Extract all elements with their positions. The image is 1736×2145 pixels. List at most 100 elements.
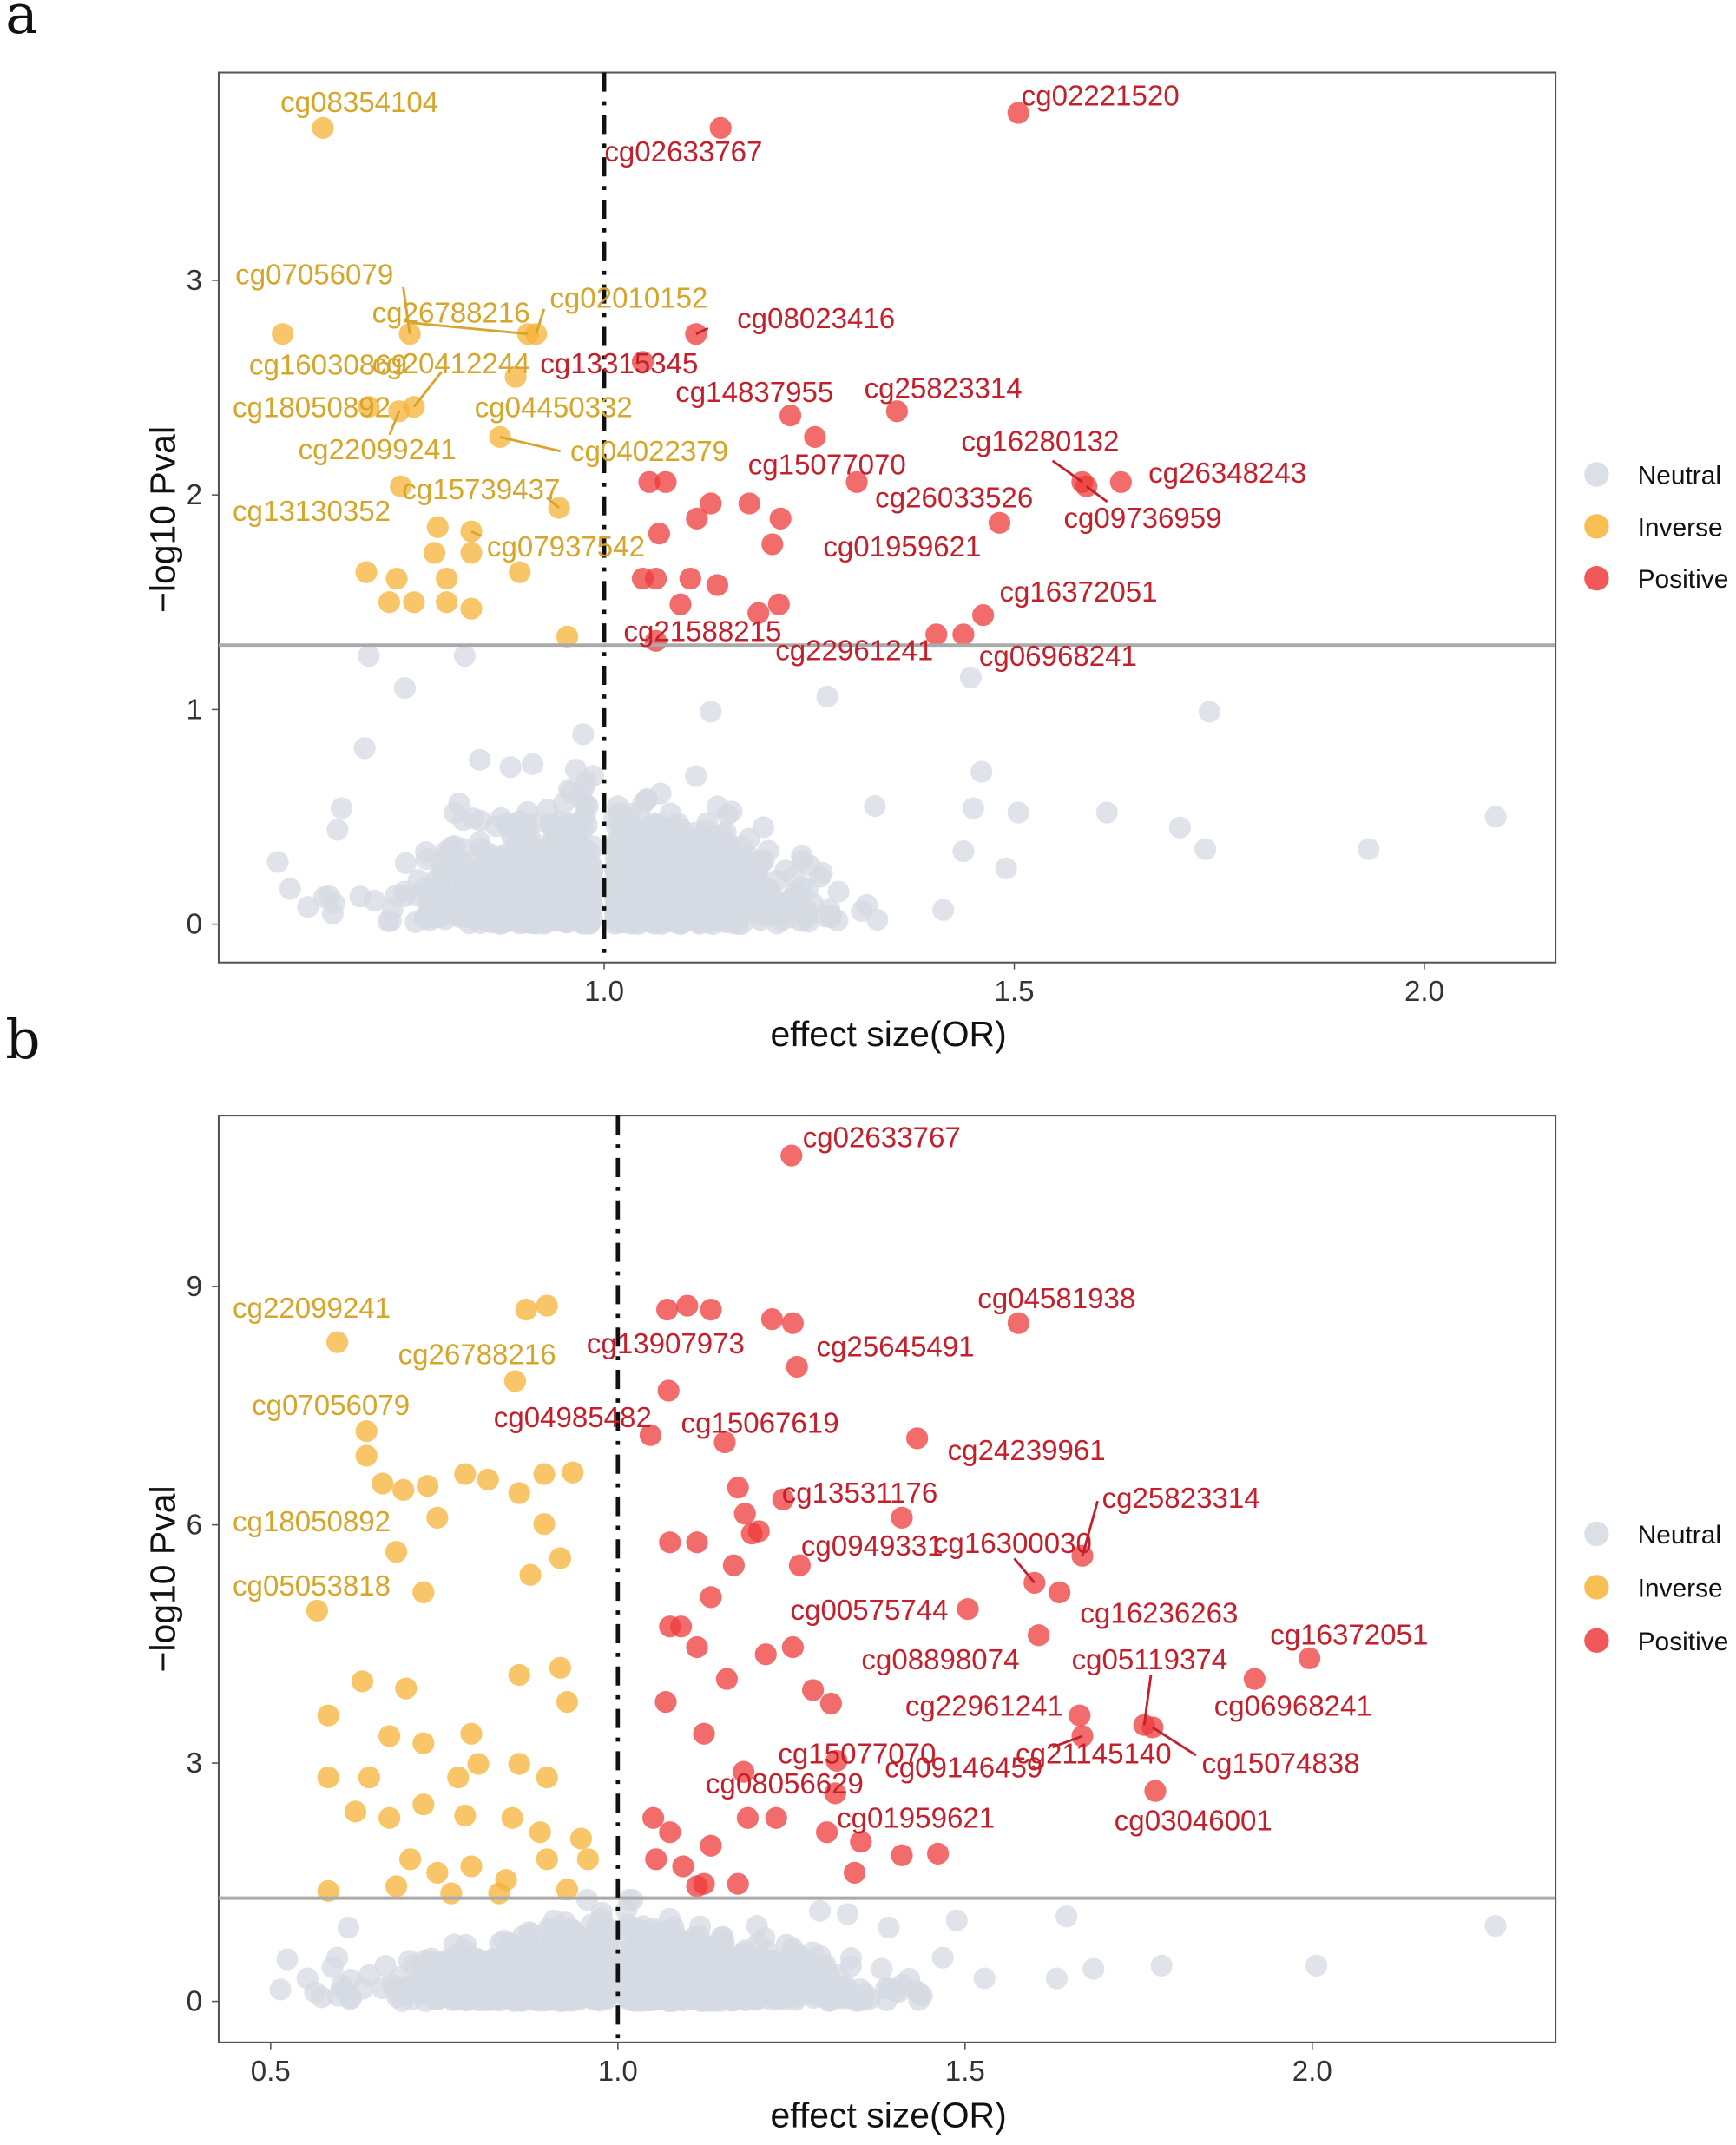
inverse-point (562, 1461, 584, 1484)
neutral-point (774, 859, 797, 882)
point-label: cg18050892 (233, 1506, 391, 1538)
neutral-point (686, 859, 708, 882)
inverse-point (358, 1766, 381, 1789)
point-label: cg25823314 (865, 372, 1023, 405)
point-label: cg22099241 (233, 1293, 391, 1325)
neutral-point (879, 1977, 902, 2000)
positive-point (686, 1531, 708, 1554)
inverse-point (378, 1806, 401, 1829)
positive-point (645, 1848, 667, 1871)
x-tick-label: 1.0 (584, 976, 624, 1008)
point-label: cg06968241 (1214, 1690, 1372, 1722)
positive-point (700, 1586, 722, 1609)
x-tick-label: 2.0 (1292, 2056, 1332, 2088)
point-label: cg22961241 (775, 635, 933, 668)
label-leader-line (412, 371, 443, 408)
point-label: cg26788216 (372, 298, 530, 330)
positive-point (850, 1831, 872, 1853)
point-label: cg09146459 (884, 1752, 1042, 1784)
neutral-point (494, 1961, 516, 1984)
inverse-point (477, 1468, 499, 1491)
neutral-point (505, 837, 528, 859)
inverse-point (412, 1793, 435, 1816)
neutral-point (740, 853, 763, 876)
inverse-point (536, 1766, 558, 1789)
inverse-point (549, 1547, 572, 1569)
labeled-point (1069, 1704, 1091, 1727)
positive-point (767, 593, 790, 615)
inverse-point (556, 1878, 579, 1901)
neutral-point (680, 1971, 703, 1993)
positive-point (781, 1635, 805, 1659)
positive-point (676, 1294, 699, 1317)
neutral-point (522, 753, 544, 775)
neutral-point (878, 1916, 900, 1939)
labeled-point (804, 425, 826, 448)
labeled-point (639, 1424, 662, 1446)
point-label: cg15067619 (681, 1407, 839, 1439)
neutral-point (741, 1951, 764, 1973)
positive-point (706, 574, 729, 596)
inverse-point (460, 1722, 483, 1745)
inverse-point (576, 1848, 600, 1871)
neutral-point (654, 1982, 676, 2004)
label-leader-line (1052, 1734, 1083, 1748)
labeled-point (952, 623, 975, 646)
neutral-point (470, 837, 492, 860)
point-label: cg09736959 (1064, 503, 1222, 535)
neutral-point (718, 896, 740, 918)
positive-point (659, 1821, 681, 1844)
point-label: cg21145140 (1016, 1739, 1172, 1771)
inverse-point (385, 567, 408, 590)
point-label: cg08023416 (737, 303, 895, 335)
inverse-point (426, 1861, 449, 1884)
inverse-point (509, 561, 531, 583)
neutral-point (564, 852, 587, 876)
positive-point (693, 1722, 715, 1745)
labeled-point (272, 323, 294, 345)
neutral-point (835, 1978, 858, 2001)
point-label: cg22961241 (905, 1690, 1063, 1722)
neutral-point (394, 852, 418, 874)
neutral-point (959, 666, 983, 688)
neutral-point (827, 880, 850, 903)
labeled-point (385, 1541, 408, 1563)
point-label: cg16372051 (1000, 576, 1158, 609)
neutral-point (1150, 1954, 1173, 1977)
inverse-point (529, 1821, 551, 1844)
label-leader-line (1013, 1557, 1036, 1584)
neutral-point (415, 848, 438, 871)
labeled-point (312, 116, 334, 139)
positive-point (747, 602, 770, 624)
point-label: cg01959621 (823, 531, 981, 563)
neutral-point (326, 1946, 349, 1969)
neutral-point (839, 1947, 863, 1970)
neutral-point (1358, 838, 1380, 860)
inverse-point (317, 1704, 339, 1727)
positive-point (761, 533, 784, 556)
point-label: cg08354104 (280, 87, 438, 119)
labeled-point (1109, 470, 1132, 493)
labeled-point (957, 1597, 979, 1621)
point-label: cg07056079 (252, 1390, 410, 1422)
positive-point (788, 1554, 812, 1576)
neutral-point (945, 1909, 968, 1931)
inverse-point (378, 591, 401, 614)
y-tick-label: 6 (187, 1510, 202, 1542)
neutral-point (453, 644, 477, 668)
y-axis-title-b: −log10 Pval (143, 1485, 183, 1672)
neutral-point (331, 1974, 353, 1997)
inverse-point (467, 1753, 490, 1775)
labeled-point (358, 396, 380, 418)
panel-letter-a: a (5, 0, 38, 46)
inverse-point (508, 1663, 530, 1687)
neutral-point (973, 1967, 996, 1990)
y-tick-label: 1 (187, 694, 202, 726)
labeled-point (1243, 1668, 1266, 1690)
neutral-point (695, 819, 718, 841)
neutral-point (1305, 1954, 1328, 1977)
neutral-point (931, 1946, 954, 1969)
points (266, 102, 1507, 936)
point-label: cg02010152 (549, 282, 707, 314)
